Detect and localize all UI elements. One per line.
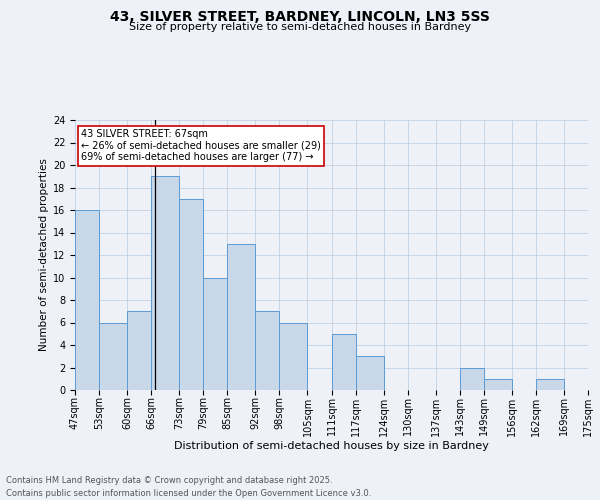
Bar [331,334,356,390]
Bar [151,176,179,390]
Text: Size of property relative to semi-detached houses in Bardney: Size of property relative to semi-detach… [129,22,471,32]
Bar [179,198,203,390]
Text: 43 SILVER STREET: 67sqm
← 26% of semi-detached houses are smaller (29)
69% of se: 43 SILVER STREET: 67sqm ← 26% of semi-de… [81,129,321,162]
Bar [127,311,151,390]
Bar [484,379,512,390]
Bar [75,210,99,390]
Bar [99,322,127,390]
Bar [460,368,484,390]
Text: Contains public sector information licensed under the Open Government Licence v3: Contains public sector information licen… [6,488,371,498]
X-axis label: Distribution of semi-detached houses by size in Bardney: Distribution of semi-detached houses by … [174,441,489,451]
Bar [256,311,280,390]
Bar [227,244,256,390]
Bar [536,379,564,390]
Text: Contains HM Land Registry data © Crown copyright and database right 2025.: Contains HM Land Registry data © Crown c… [6,476,332,485]
Bar [356,356,383,390]
Bar [203,278,227,390]
Y-axis label: Number of semi-detached properties: Number of semi-detached properties [38,158,49,352]
Text: 43, SILVER STREET, BARDNEY, LINCOLN, LN3 5SS: 43, SILVER STREET, BARDNEY, LINCOLN, LN3… [110,10,490,24]
Bar [280,322,307,390]
